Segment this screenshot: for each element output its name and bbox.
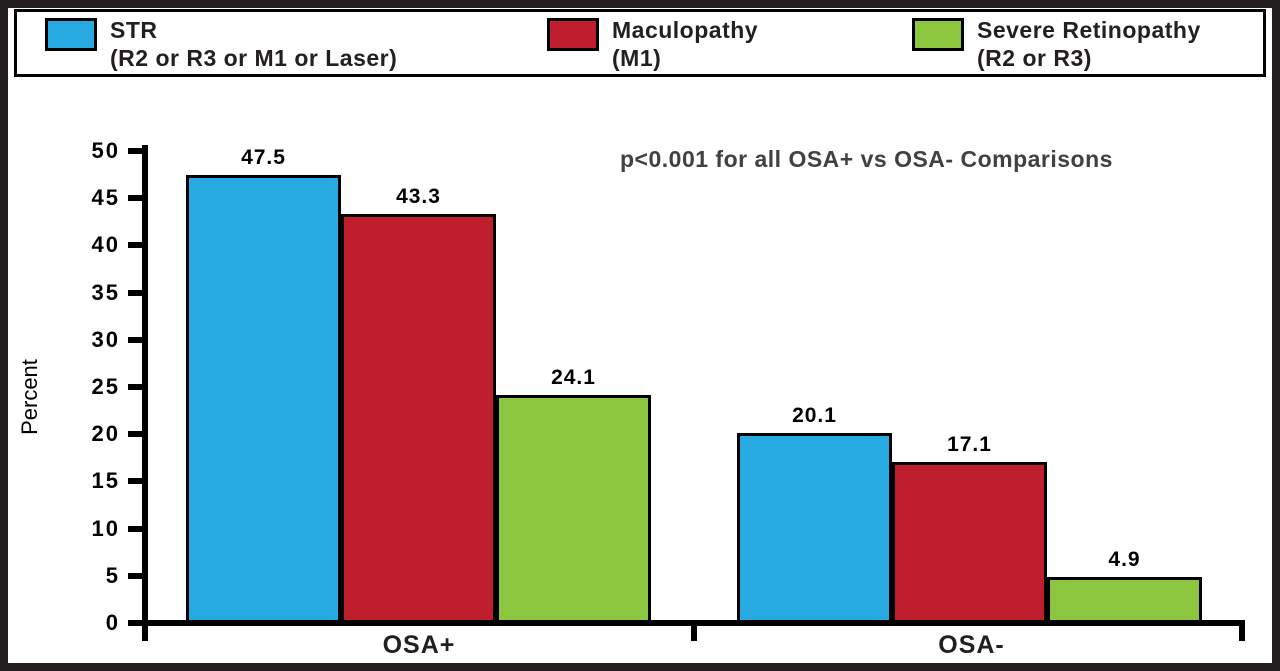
legend-label-str-detail: (R2 or R3 or M1 or Laser): [110, 45, 398, 72]
legend-label-str-name: STR: [110, 17, 158, 43]
bar-osa-str: [186, 175, 341, 623]
category-label-osa-minus: OSA-: [938, 631, 1005, 659]
y-axis-tick: [128, 525, 143, 532]
legend-label-maculopathy-detail: (M1): [612, 45, 662, 72]
legend: STR (R2 or R3 or M1 or Laser) Maculopath…: [14, 9, 1266, 77]
x-axis-mid-tick: [691, 626, 697, 641]
y-axis-tick-label: 35: [91, 279, 120, 305]
y-axis-tick: [128, 384, 143, 390]
y-axis-tick: [128, 289, 143, 296]
y-axis-tick: [128, 336, 143, 343]
bar-osa-severe-retinopathy: [496, 395, 651, 623]
y-axis-line: [142, 145, 148, 641]
y-axis-tick: [128, 242, 143, 249]
y-axis-tick: [128, 431, 143, 438]
y-axis-tick: [128, 572, 143, 579]
legend-label-severe-retinopathy: Severe Retinopathy (R2 or R3): [977, 16, 1201, 72]
legend-label-maculopathy: Maculopathy (M1): [612, 16, 758, 72]
pvalue-annotation: p<0.001 for all OSA+ vs OSA- Comparisons: [620, 146, 1113, 172]
bar-osa-str: [737, 433, 892, 623]
bar-value-label: 17.1: [947, 433, 992, 456]
x-axis-end-tick: [1239, 626, 1245, 641]
category-label-osa-plus: OSA+: [382, 631, 456, 659]
y-axis-tick-label: 10: [91, 515, 120, 541]
legend-entry-str: STR (R2 or R3 or M1 or Laser): [45, 16, 397, 72]
bar-value-label: 4.9: [1108, 548, 1141, 571]
legend-entry-maculopathy: Maculopathy (M1): [547, 16, 758, 72]
legend-label-str: STR (R2 or R3 or M1 or Laser): [110, 16, 397, 72]
legend-swatch-str: [45, 18, 97, 51]
bar-value-label: 20.1: [792, 404, 837, 427]
y-axis-tick: [128, 620, 143, 626]
bar-osa-maculopathy: [341, 214, 496, 623]
y-axis-tick-label: 50: [91, 138, 120, 163]
bar-osa-maculopathy: [892, 462, 1047, 623]
legend-swatch-severe-retinopathy: [912, 18, 964, 51]
legend-label-severe-retinopathy-name: Severe Retinopathy: [977, 17, 1201, 43]
x-axis-line: [142, 620, 1245, 626]
y-axis-tick: [128, 195, 143, 202]
y-axis-tick-label: 30: [91, 326, 120, 352]
y-axis-tick-label: 15: [91, 468, 120, 494]
bar-value-label: 24.1: [551, 366, 596, 389]
legend-label-severe-retinopathy-detail: (R2 or R3): [977, 45, 1092, 72]
legend-swatch-maculopathy: [547, 18, 599, 51]
legend-label-maculopathy-name: Maculopathy: [612, 17, 759, 43]
bar-value-label: 47.5: [241, 146, 286, 169]
y-axis-tick-label: 20: [91, 421, 120, 447]
y-axis-tick-label: 45: [91, 185, 120, 211]
y-axis-tick-label: 0: [105, 610, 120, 635]
legend-entry-severe-retinopathy: Severe Retinopathy (R2 or R3): [912, 16, 1201, 72]
bar-osa-severe-retinopathy: [1047, 577, 1202, 623]
y-axis-tick-label: 25: [91, 374, 120, 399]
y-axis-tick: [128, 478, 143, 485]
y-axis-tick: [128, 148, 143, 154]
bar-value-label: 43.3: [396, 185, 441, 208]
y-axis-tick-label: 40: [91, 232, 120, 258]
y-axis-tick-label: 5: [105, 562, 120, 588]
